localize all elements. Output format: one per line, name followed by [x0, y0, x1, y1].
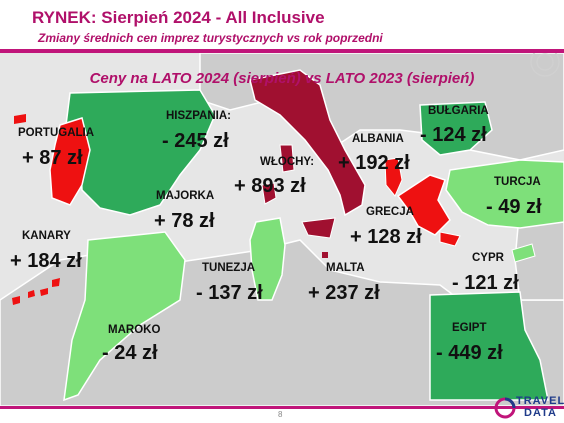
label-hiszpania: HISZPANIA: [166, 110, 231, 122]
label-wlochy: WŁOCHY: [260, 156, 315, 168]
logo-line2: DATA [524, 407, 557, 419]
cyprus-shape [511, 243, 536, 263]
value-egipt: - 449 zł [436, 342, 503, 364]
top-divider [0, 49, 564, 53]
decor-circle-1 [530, 53, 560, 77]
portugal-shape [49, 117, 91, 206]
label-majorka: MAJORKA [156, 190, 215, 202]
map-svg [0, 53, 564, 406]
label-turcja: TURCJA [494, 176, 541, 188]
label-grecja: GRECJA [366, 206, 414, 218]
value-grecja: + 128 zł [350, 226, 422, 248]
crete-shape [439, 231, 461, 247]
label-bulgaria: BUŁGARIA [428, 105, 489, 117]
value-kanary: + 184 zł [10, 250, 82, 272]
map [0, 53, 564, 406]
value-tunezja: - 137 zł [196, 282, 263, 304]
header: RYNEK: Sierpień 2024 - All Inclusive Zmi… [0, 0, 564, 52]
majorca-shape [261, 182, 277, 205]
turkey-shape [445, 159, 564, 229]
value-bulgaria: - 124 zł [420, 124, 487, 146]
value-majorka: + 78 zł [154, 210, 215, 232]
map-title: Ceny na LATO 2024 (sierpień) vs LATO 202… [89, 70, 475, 87]
italy-shape [249, 69, 366, 217]
canary-island-2 [28, 290, 35, 298]
decor-circle-2 [536, 53, 554, 71]
page-number: 8 [278, 410, 283, 419]
canary-island-4 [52, 278, 60, 287]
label-cypr: CYPR [472, 252, 504, 264]
logo-line1: TRAVEL [516, 395, 564, 407]
page-subtitle: Zmiany średnich cen imprez turystycznych… [38, 31, 383, 45]
label-egipt: EGIPT [452, 322, 487, 334]
value-cypr: - 121 zł [452, 272, 519, 294]
label-maroko: MAROKO [108, 324, 161, 336]
label-tunezja: TUNEZJA [202, 262, 256, 274]
island-marker [14, 114, 26, 124]
travel-data-logo: TRAVEL DATA [492, 393, 564, 421]
sicily-shape [301, 217, 336, 239]
label-portugalia: PORTUGALIA [18, 127, 95, 139]
value-wlochy: + 893 zł [234, 175, 306, 197]
value-portugalia: + 87 zł [22, 147, 83, 169]
label-kanary: KANARY [22, 230, 71, 242]
canary-island-3 [40, 288, 48, 296]
canary-island-1 [12, 296, 20, 305]
greece-shape [396, 174, 451, 236]
value-albania: + 192 zł [338, 152, 410, 174]
value-malta: + 237 zł [308, 282, 380, 304]
label-malta: MALTA [326, 262, 365, 274]
morocco-shape [63, 231, 186, 402]
value-hiszpania: - 245 zł [162, 130, 229, 152]
logo-icon [494, 397, 516, 419]
bottom-divider [0, 406, 564, 409]
page-title: RYNEK: Sierpień 2024 - All Inclusive [32, 8, 325, 27]
egypt-shape [429, 291, 549, 401]
value-maroko: - 24 zł [102, 342, 158, 364]
label-albania: ALBANIA [352, 133, 404, 145]
tunisia-shape [249, 217, 286, 301]
bulgaria-shape [419, 101, 493, 156]
value-turcja: - 49 zł [486, 196, 542, 218]
sardinia-shape [279, 144, 295, 173]
malta-shape [322, 252, 328, 258]
albania-shape [384, 157, 403, 197]
